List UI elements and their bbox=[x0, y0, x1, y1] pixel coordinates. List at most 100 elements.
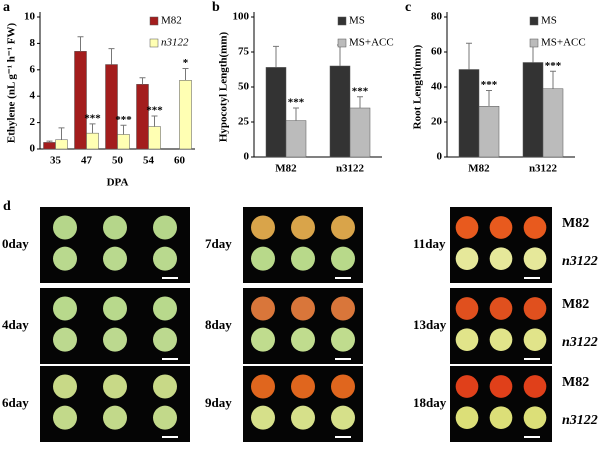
day-label: 7day bbox=[205, 236, 232, 251]
significance: *** bbox=[481, 79, 498, 91]
y-tick-label: 75 bbox=[238, 46, 250, 58]
bar bbox=[136, 84, 149, 150]
bar bbox=[105, 64, 118, 150]
tomato bbox=[291, 374, 315, 399]
tomato bbox=[291, 405, 315, 430]
x-tick-label: 60 bbox=[174, 155, 186, 167]
tomato bbox=[251, 327, 275, 352]
y-tick-label: 100 bbox=[233, 11, 250, 23]
y-tick-label: 40 bbox=[431, 81, 443, 93]
legend-swatch bbox=[337, 16, 347, 26]
genotype-label: M82 bbox=[562, 375, 589, 390]
y-tick-label: 60 bbox=[431, 46, 443, 58]
significance: * bbox=[183, 57, 189, 69]
error-bar bbox=[139, 77, 146, 85]
x-tick-label: 47 bbox=[81, 155, 93, 167]
tomato bbox=[103, 246, 127, 271]
error-bar bbox=[293, 107, 299, 121]
tomato bbox=[153, 374, 177, 399]
genotype-label: n3122 bbox=[562, 413, 598, 428]
tomato bbox=[153, 296, 177, 321]
bar bbox=[522, 62, 544, 158]
bar bbox=[458, 69, 480, 158]
error-bar bbox=[357, 96, 363, 108]
genotype-label: M82 bbox=[562, 216, 589, 231]
legend-label: n3122 bbox=[161, 37, 189, 49]
tomato bbox=[331, 296, 355, 321]
error-bar bbox=[58, 127, 65, 140]
tomato bbox=[331, 374, 355, 399]
error-bar bbox=[120, 124, 127, 135]
error-bar bbox=[466, 42, 472, 70]
significance: *** bbox=[115, 114, 132, 126]
bar bbox=[43, 142, 56, 150]
error-bar bbox=[89, 123, 96, 134]
tomato bbox=[251, 246, 275, 271]
tomato bbox=[53, 215, 77, 240]
tomato bbox=[251, 405, 275, 430]
error-bar bbox=[182, 67, 189, 81]
tomato bbox=[53, 374, 77, 399]
tomato bbox=[489, 375, 513, 398]
significance: *** bbox=[146, 105, 163, 117]
bar bbox=[148, 126, 161, 150]
x-axis-label: DPA bbox=[107, 177, 129, 189]
tomato bbox=[291, 296, 315, 321]
bar bbox=[179, 80, 192, 150]
tomato bbox=[489, 297, 513, 320]
legend-swatch bbox=[529, 16, 539, 26]
tomato bbox=[53, 327, 77, 352]
day-label: 0day bbox=[2, 236, 29, 251]
panel-letter: b bbox=[212, 0, 220, 15]
bar bbox=[542, 88, 564, 158]
tomato bbox=[523, 375, 547, 398]
legend-swatch bbox=[529, 38, 539, 48]
tomato bbox=[103, 374, 127, 399]
tomato bbox=[331, 405, 355, 430]
bar bbox=[117, 134, 130, 150]
y-tick-label: 2 bbox=[30, 116, 36, 128]
tomato bbox=[53, 296, 77, 321]
x-tick-label: n3122 bbox=[529, 163, 558, 175]
tomato bbox=[103, 327, 127, 352]
day-label: 4day bbox=[2, 317, 29, 332]
tomato bbox=[489, 216, 513, 239]
tomato bbox=[455, 328, 479, 352]
significance: *** bbox=[352, 85, 369, 97]
x-tick-label: 35 bbox=[50, 155, 62, 167]
tomato bbox=[291, 327, 315, 352]
tomato bbox=[455, 406, 479, 430]
y-tick-label: 25 bbox=[238, 116, 250, 128]
y-tick-label: 20 bbox=[431, 116, 443, 128]
tomato bbox=[291, 215, 315, 240]
error-bar bbox=[46, 140, 53, 143]
y-axis-label: Root Length(mm) bbox=[412, 44, 424, 129]
legend-swatch bbox=[337, 38, 347, 48]
tomato bbox=[103, 215, 127, 240]
tomato bbox=[153, 246, 177, 271]
day-label: 8day bbox=[205, 317, 232, 332]
y-tick-label: 0 bbox=[30, 143, 36, 155]
x-tick-label: 50 bbox=[112, 155, 124, 167]
error-bar bbox=[337, 44, 343, 66]
tomato bbox=[153, 405, 177, 430]
legend-label: MS+ACC bbox=[349, 37, 394, 49]
tomato bbox=[103, 405, 127, 430]
tomato bbox=[291, 246, 315, 271]
y-tick-label: 6 bbox=[30, 63, 36, 75]
genotype-label: M82 bbox=[562, 297, 589, 312]
bar bbox=[265, 67, 287, 158]
bar bbox=[478, 106, 500, 158]
bar bbox=[86, 132, 99, 150]
tomato bbox=[251, 296, 275, 321]
error-bar bbox=[550, 70, 556, 89]
y-tick-label: 10 bbox=[24, 11, 36, 23]
tomato bbox=[455, 297, 479, 320]
tomato bbox=[455, 216, 479, 239]
tomato bbox=[153, 215, 177, 240]
x-tick-label: M82 bbox=[468, 163, 490, 175]
tomato bbox=[153, 327, 177, 352]
genotype-label: n3122 bbox=[562, 254, 598, 269]
y-tick-label: 50 bbox=[238, 81, 250, 93]
